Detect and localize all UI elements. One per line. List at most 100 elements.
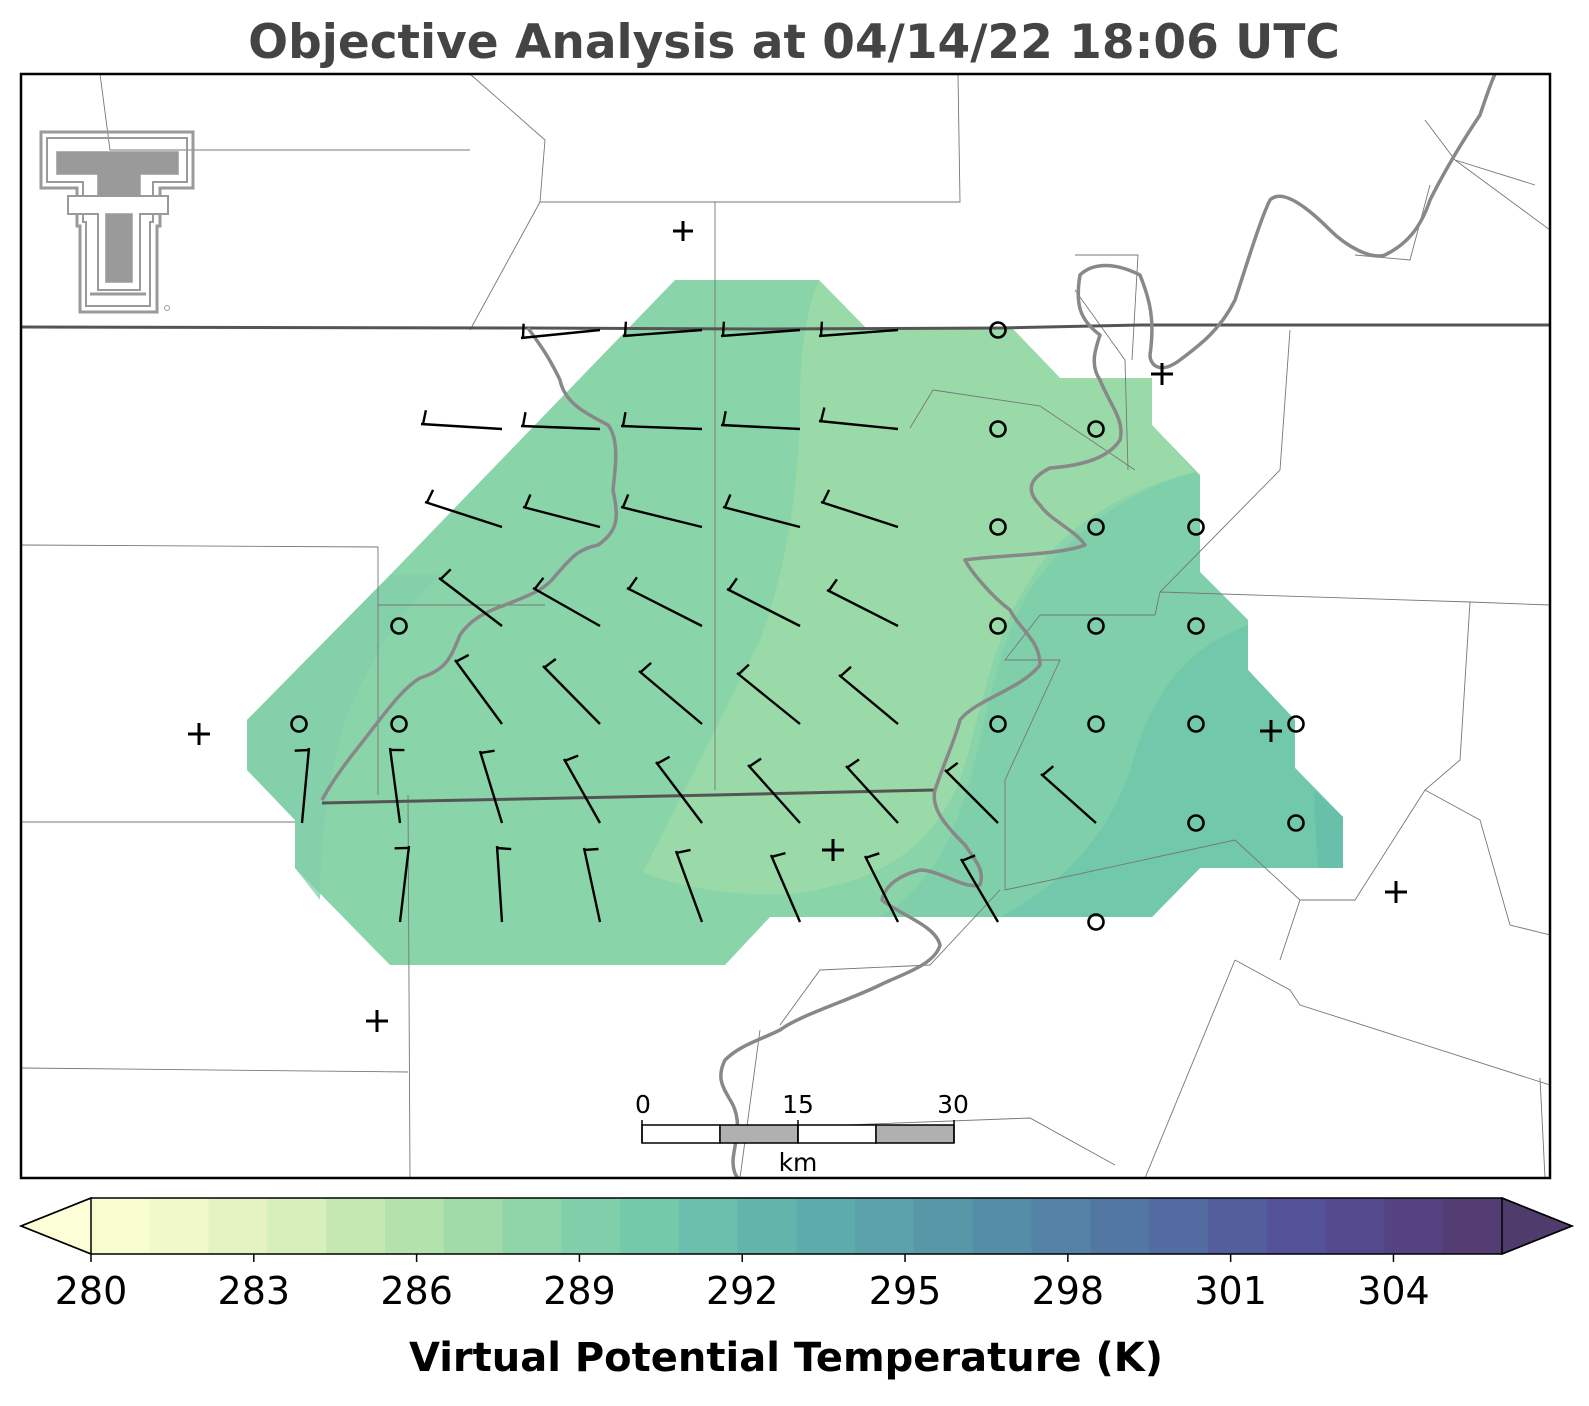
stations-calm [290,321,1305,931]
colorbar-cell [208,1198,268,1254]
map-title: Objective Analysis at 04/14/22 18:06 UTC [248,15,1340,70]
red-river-east [933,74,1497,791]
colorbar-tick-label: 280 [55,1269,128,1313]
wind-barb [863,852,900,923]
colorbar-cell [326,1198,386,1254]
wind-barb [720,410,801,431]
colorbar-tick-label: 292 [706,1269,779,1313]
colorbar-over-triangle [1501,1196,1575,1256]
colorbar-cell [443,1198,504,1254]
west-edge-band [247,575,440,900]
wind-barb [769,851,802,923]
colorbar-cell [796,1198,856,1254]
wind-barb [478,749,504,824]
wind-barb [1040,765,1097,824]
wind-barb [959,854,1000,923]
wind-barb [818,321,899,338]
colorbar-tick-label: 304 [1357,1269,1430,1313]
wind-barbs [294,321,1097,923]
wind-barb [520,323,601,340]
wind-barb [582,847,602,923]
colorbar-cell [737,1198,798,1254]
colorbar-tick-label: 301 [1194,1269,1267,1313]
map-panel: 0 15 30 km [21,74,1550,1178]
colorbar-cell [1149,1198,1209,1254]
colorbar-tick-label: 295 [869,1269,942,1313]
wind-barb [542,658,601,725]
wind-barb [826,578,899,628]
wind-barb [626,576,703,628]
wind-barb [495,845,512,923]
wind-barb [394,845,411,923]
wind-barb [622,321,703,338]
wind-barb [820,489,899,529]
map-frame [19,72,1552,1180]
east-edge-band [1000,625,1343,917]
wind-barb [532,577,601,628]
state-border-north [21,323,1550,331]
red-river [320,326,618,801]
colorbar-cell [91,1198,151,1254]
wind-barb [726,577,801,628]
scale-bar: 0 15 30 km [635,1090,969,1177]
colorbar-cell [1031,1198,1092,1254]
scale-unit: km [779,1148,818,1177]
wind-barb [522,494,601,529]
texas-tech-logo [39,130,195,314]
wind-barb [388,747,405,824]
colorbar-cell [267,1198,327,1254]
state-border-south [321,788,936,805]
wind-barb [818,407,899,431]
colorbar-cell [855,1198,915,1254]
wind-barb [655,755,703,824]
wind-barb [736,663,801,725]
colorbar-cell [678,1198,739,1254]
wind-barb [562,754,602,824]
colorbar-cell [1208,1198,1268,1254]
far-east-band [1314,790,1343,868]
colorbar-tick-label: 283 [218,1269,291,1313]
wind-barb [720,321,801,338]
colorbar-cell [972,1198,1033,1254]
colorbar-under-triangle [18,1196,92,1256]
colorbar-cell [561,1198,621,1254]
colorbar-tick-label: 286 [380,1269,453,1313]
colorbar-cell [1443,1198,1503,1254]
scale-label-30: 30 [937,1090,969,1119]
colorbar-cell [620,1198,680,1254]
wind-barb [454,653,503,725]
warm-band [643,280,1195,895]
red-river-south [719,789,983,1178]
wind-barb [420,410,503,431]
wind-barb [845,758,899,824]
scale-label-15: 15 [782,1090,814,1119]
wind-barb [620,411,703,431]
stations-missing [188,221,1407,1032]
wind-barb [620,493,703,529]
wind-barb [722,494,801,529]
wind-barb [424,489,503,529]
wind-barb [838,665,899,725]
wind-barb [674,848,704,923]
wind-barb [438,568,503,627]
colorbar-cell [1090,1198,1150,1254]
colorbar-tick-label: 289 [543,1269,616,1313]
wind-barb [944,761,999,824]
colorbar-tick-label: 298 [1032,1269,1105,1313]
colorbar-cell [149,1198,210,1254]
wind-barb [638,662,703,725]
wind-barb [294,747,311,824]
wind-barb [747,757,801,824]
colorbar-cell [914,1198,974,1254]
colorbar-ticks: 280 283 286 289 292 295 298 301 304 [55,1254,1430,1313]
scale-label-0: 0 [635,1090,651,1119]
colorbar-cell [1325,1198,1386,1254]
wind-barb [520,411,601,431]
colorbar-cells [91,1198,1503,1254]
colorbar: 280 283 286 289 292 295 298 301 304 Virtual Pote… [18,1196,1575,1381]
colorbar-cell [1266,1198,1327,1254]
colorbar-cell [1384,1198,1444,1254]
colorbar-cell [502,1198,562,1254]
colorbar-cell [384,1198,445,1254]
